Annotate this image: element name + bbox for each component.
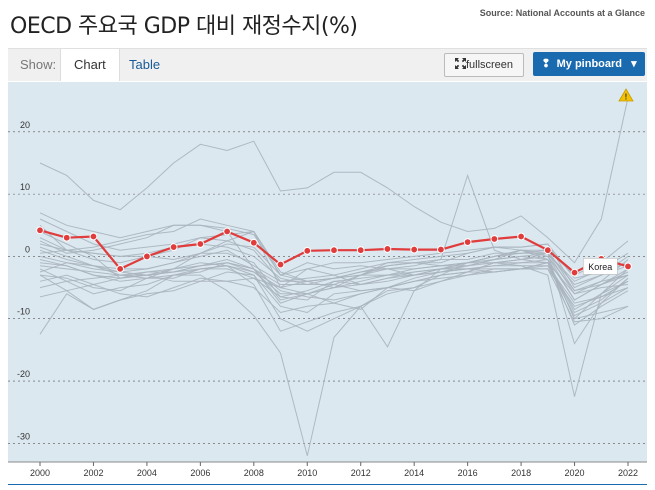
korea-point xyxy=(517,232,525,241)
y-tick-label: -30 xyxy=(17,431,30,441)
plot-background xyxy=(8,82,647,462)
series-line xyxy=(39,258,629,348)
series-line xyxy=(39,255,629,301)
series-line xyxy=(39,240,629,282)
korea-point xyxy=(543,246,552,255)
expand-icon xyxy=(454,58,466,69)
korea-point xyxy=(356,246,365,255)
fullscreen-button[interactable]: fullscreen xyxy=(444,53,524,77)
tab-table[interactable]: Table xyxy=(129,57,161,72)
annotation-label: Korea xyxy=(588,262,612,272)
x-tick-label: 2020 xyxy=(565,468,585,478)
y-tick-label: 0 xyxy=(25,244,30,254)
x-tick-label: 2004 xyxy=(137,468,157,478)
korea-point xyxy=(276,260,285,269)
x-tick-label: 2012 xyxy=(351,468,371,478)
x-tick-label: 2000 xyxy=(30,468,50,478)
source-note: Source: National Accounts at a Glance xyxy=(479,8,645,18)
caret-down-icon: ▾ xyxy=(631,58,637,70)
korea-point xyxy=(570,268,579,277)
page-title: OECD 주요국 GDP 대비 재정수지(%) xyxy=(10,14,358,39)
x-tick-label: 2018 xyxy=(511,468,531,478)
warning-icon xyxy=(618,88,634,102)
show-label: Show: xyxy=(20,57,57,72)
korea-point xyxy=(249,238,258,247)
korea-point xyxy=(437,245,445,254)
series-line xyxy=(39,262,629,326)
y-tick-label: -20 xyxy=(17,369,30,379)
tab-chart[interactable]: Chart xyxy=(60,49,120,81)
y-tick-label: 20 xyxy=(20,120,30,130)
korea-point xyxy=(169,243,178,251)
x-tick-label: 2008 xyxy=(244,468,264,478)
series-line xyxy=(39,243,629,282)
series-line xyxy=(39,259,629,298)
korea-point xyxy=(223,227,231,236)
korea-point xyxy=(410,245,419,254)
korea-point xyxy=(490,235,499,243)
korea-point xyxy=(89,232,98,241)
y-tick-label: 10 xyxy=(20,182,30,192)
series-line xyxy=(39,97,629,264)
x-tick-label: 2022 xyxy=(618,468,638,478)
warning-icon: ! xyxy=(625,93,628,102)
chart-toolbar: Show: Chart Table fullscreen ❢ My pinboar… xyxy=(8,48,647,81)
korea-point xyxy=(624,262,632,271)
annotation-box xyxy=(582,258,618,275)
x-tick-label: 2014 xyxy=(404,468,424,478)
x-tick-label: 2016 xyxy=(458,468,478,478)
x-tick-label: 2006 xyxy=(190,468,210,478)
korea-point xyxy=(143,252,151,261)
x-tick-label: 2002 xyxy=(83,468,103,478)
pinboard-button[interactable]: ❢ My pinboard ▾ xyxy=(533,52,645,76)
korea-point xyxy=(330,246,338,255)
pin-icon: ❢ xyxy=(541,58,551,70)
korea-point xyxy=(303,246,312,255)
series-line xyxy=(39,252,629,301)
korea-point xyxy=(62,233,71,242)
korea-point xyxy=(196,240,205,248)
korea-point xyxy=(36,226,44,235)
y-tick-label: -10 xyxy=(17,307,30,317)
korea-point xyxy=(463,238,472,246)
korea-point xyxy=(383,245,392,253)
korea-point xyxy=(116,264,125,273)
fullscreen-label: fullscreen xyxy=(465,59,514,71)
x-tick-label: 2010 xyxy=(297,468,317,478)
pinboard-label: My pinboard xyxy=(556,58,622,70)
